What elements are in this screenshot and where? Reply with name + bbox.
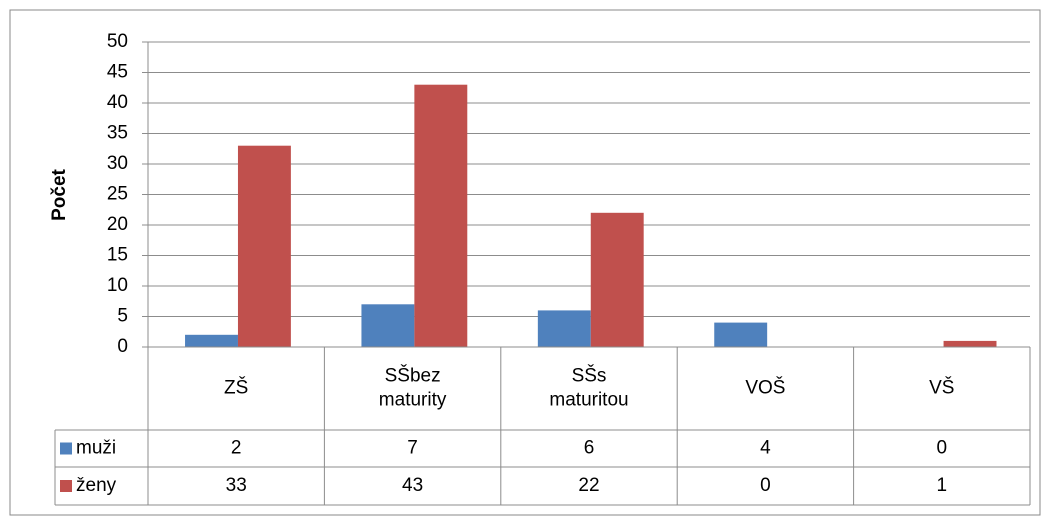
chart-frame	[9, 9, 1041, 516]
bar	[590, 212, 644, 347]
x-tick-label: SŠbez maturity	[379, 365, 447, 411]
table-value: 6	[584, 438, 595, 459]
x-tick-label: SŠs maturitou	[549, 365, 628, 411]
legend-label: ženy	[76, 475, 117, 496]
label-line: SŠbez	[385, 365, 441, 387]
y-tick-label: 35	[107, 123, 128, 144]
y-axis-title: Počet	[49, 168, 70, 220]
x-tick-label: ZŠ	[224, 377, 248, 399]
table-value: 43	[402, 475, 423, 496]
y-tick-label: 10	[107, 275, 128, 296]
y-tick-label: 40	[107, 92, 128, 113]
bar	[714, 322, 768, 347]
table-value: 22	[578, 475, 599, 496]
table-value: 4	[760, 438, 771, 459]
table-value: 2	[231, 438, 242, 459]
y-tick-label: 25	[107, 184, 128, 205]
y-tick-label: 0	[117, 336, 128, 357]
legend-label: muži	[76, 438, 116, 459]
bar	[537, 310, 591, 347]
label-line: maturity	[379, 390, 447, 411]
x-tick-label: VOŠ	[745, 377, 785, 399]
bar	[943, 340, 997, 347]
y-tick-label: 20	[107, 214, 128, 235]
table-value: 0	[760, 475, 771, 496]
label-line: maturitou	[549, 390, 628, 411]
y-tick-label: 45	[107, 62, 128, 83]
legend-swatch	[60, 442, 72, 455]
table-value: 33	[226, 475, 247, 496]
y-tick-label: 30	[107, 153, 128, 174]
bar	[361, 304, 415, 347]
x-tick-label: VŠ	[929, 377, 954, 399]
legend-swatch	[60, 480, 72, 492]
bar	[414, 84, 468, 347]
table-value: 1	[937, 475, 948, 496]
y-tick-label: 15	[107, 245, 128, 266]
bar	[185, 334, 238, 347]
table-value: 0	[937, 438, 948, 459]
label-line: SŠs	[572, 365, 607, 387]
bar	[237, 145, 291, 347]
y-tick-label: 50	[107, 31, 128, 52]
table-value: 7	[407, 438, 418, 459]
y-tick-label: 5	[117, 306, 128, 327]
